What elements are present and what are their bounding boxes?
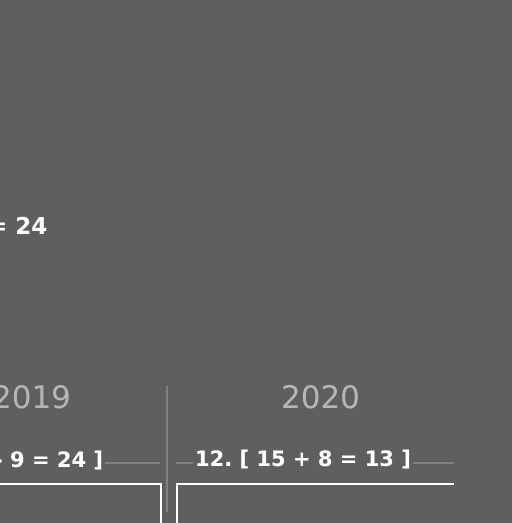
top-equation-text: = 24 [0,214,48,240]
column-divider [166,386,168,512]
answer-box-2020 [176,483,454,523]
equation-2020: 12. [ 15 + 8 = 13 ] [193,447,413,471]
answer-box-2019 [0,483,162,523]
year-label-2019: 2019 [0,380,71,416]
equation-2019: - 9 = 24 ] [0,448,105,472]
year-label-2020: 2020 [281,380,360,416]
